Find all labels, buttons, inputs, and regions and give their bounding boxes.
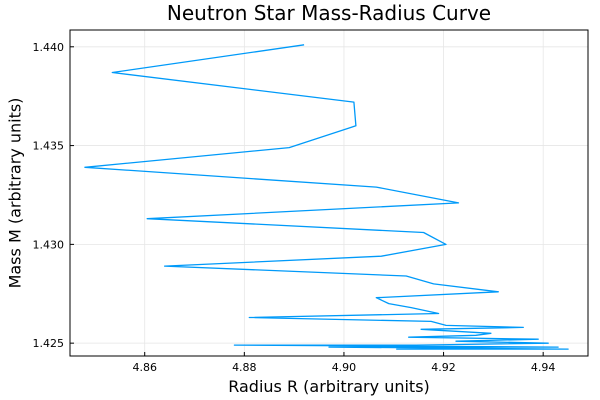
y-tick-label: 1.440 [33,41,65,54]
x-tick-label: 4.86 [132,361,157,374]
x-tick-label: 4.90 [332,361,357,374]
y-tick-label: 1.425 [33,337,65,350]
x-tick-label: 4.92 [431,361,456,374]
x-axis-label: Radius R (arbitrary units) [228,377,430,396]
series-line [84,44,569,350]
series-layer [84,44,569,350]
x-tick-label: 4.94 [531,361,556,374]
plot-frame [69,29,589,357]
chart-title: Neutron Star Mass-Radius Curve [167,1,491,25]
grid-layer [70,30,588,356]
y-tick-label: 1.430 [33,238,65,251]
y-axis-label: Mass M (arbitrary units) [6,98,25,289]
y-tick-label: 1.435 [33,140,65,153]
x-tick-label: 4.88 [232,361,257,374]
tick-layer: 4.86 4.88 4.90 4.92 4.94 1.425 1.430 1.435 1.440 [33,41,556,374]
